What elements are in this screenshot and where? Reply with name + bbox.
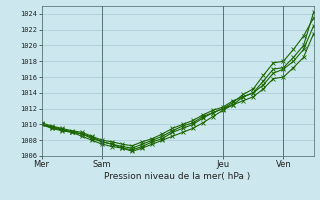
X-axis label: Pression niveau de la mer( hPa ): Pression niveau de la mer( hPa ) — [104, 172, 251, 181]
